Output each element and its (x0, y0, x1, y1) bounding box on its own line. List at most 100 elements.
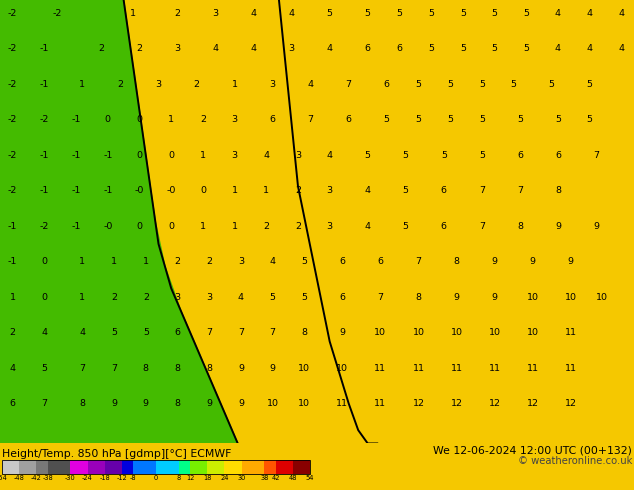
Text: 3: 3 (327, 186, 333, 195)
Text: 4: 4 (263, 151, 269, 160)
Text: 1: 1 (231, 221, 238, 231)
Text: 6: 6 (10, 399, 16, 408)
Text: 3: 3 (295, 151, 301, 160)
Text: 3: 3 (174, 44, 181, 53)
Text: 2: 2 (295, 186, 301, 195)
Text: 10: 10 (413, 328, 424, 337)
Text: 54: 54 (306, 475, 314, 481)
Text: 2: 2 (193, 80, 200, 89)
Text: 6: 6 (441, 186, 447, 195)
Text: 12: 12 (186, 475, 195, 481)
Text: 4: 4 (250, 9, 257, 18)
Text: -1: -1 (8, 257, 17, 266)
Text: 5: 5 (403, 151, 409, 160)
Bar (207, 460, 224, 474)
Text: 18: 18 (203, 475, 212, 481)
Text: 4: 4 (365, 186, 371, 195)
Bar (242, 460, 264, 474)
Text: -1: -1 (72, 151, 81, 160)
Text: 9: 9 (238, 364, 244, 372)
Bar (48, 460, 70, 474)
Text: 0: 0 (41, 293, 48, 302)
Text: 6: 6 (396, 44, 403, 53)
Text: 2: 2 (98, 44, 105, 53)
Text: 12: 12 (565, 399, 576, 408)
Text: 7: 7 (517, 186, 523, 195)
Text: 2: 2 (174, 257, 181, 266)
Text: 4: 4 (79, 328, 86, 337)
Text: 12: 12 (451, 399, 462, 408)
Text: 9: 9 (111, 399, 117, 408)
Bar (36, 460, 48, 474)
Text: 12: 12 (489, 399, 500, 408)
Text: 11: 11 (375, 364, 386, 372)
Text: 8: 8 (301, 328, 307, 337)
Text: 8: 8 (174, 364, 181, 372)
Bar (105, 460, 122, 474)
Text: 2: 2 (206, 257, 212, 266)
Text: We 12-06-2024 12:00 UTC (00+132): We 12-06-2024 12:00 UTC (00+132) (433, 445, 632, 456)
Text: 5: 5 (586, 115, 593, 124)
Bar (2, 460, 19, 474)
Text: 10: 10 (451, 328, 462, 337)
Text: 7: 7 (41, 399, 48, 408)
Text: Height/Temp. 850 hPa [gdmp][°C] ECMWF: Height/Temp. 850 hPa [gdmp][°C] ECMWF (2, 449, 231, 459)
Text: 5: 5 (491, 44, 498, 53)
Text: -1: -1 (40, 80, 49, 89)
Text: 4: 4 (365, 221, 371, 231)
Text: -2: -2 (8, 186, 17, 195)
Text: 6: 6 (365, 44, 371, 53)
Text: 0: 0 (168, 221, 174, 231)
Text: 9: 9 (491, 293, 498, 302)
Text: 3: 3 (212, 9, 219, 18)
Text: 1: 1 (200, 151, 206, 160)
Bar (224, 460, 242, 474)
Text: 4: 4 (327, 151, 333, 160)
Text: 0: 0 (105, 115, 111, 124)
Text: 2: 2 (143, 293, 149, 302)
Text: 5: 5 (460, 44, 466, 53)
Text: 10: 10 (299, 399, 310, 408)
Text: -8: -8 (130, 475, 136, 481)
Text: 8: 8 (415, 293, 422, 302)
Text: 5: 5 (479, 151, 485, 160)
Text: 0: 0 (41, 257, 48, 266)
Text: -2: -2 (8, 115, 17, 124)
Text: 6: 6 (346, 115, 352, 124)
Text: 5: 5 (365, 9, 371, 18)
Text: 4: 4 (288, 9, 295, 18)
Text: -1: -1 (40, 44, 49, 53)
Text: 7: 7 (377, 293, 384, 302)
Text: 5: 5 (479, 80, 485, 89)
Text: -0: -0 (135, 186, 144, 195)
Text: 9: 9 (555, 221, 561, 231)
Text: 24: 24 (220, 475, 229, 481)
Text: 8: 8 (517, 221, 523, 231)
Text: 11: 11 (413, 364, 424, 372)
Text: -2: -2 (8, 151, 17, 160)
Text: 5: 5 (441, 151, 447, 160)
Text: 10: 10 (267, 399, 278, 408)
Text: 11: 11 (565, 328, 576, 337)
Text: 4: 4 (586, 9, 593, 18)
Text: 2: 2 (295, 221, 301, 231)
Text: 7: 7 (79, 364, 86, 372)
Bar (122, 460, 133, 474)
Text: 2: 2 (111, 293, 117, 302)
Text: 1: 1 (143, 257, 149, 266)
Bar (293, 460, 310, 474)
Text: 10: 10 (527, 328, 538, 337)
Text: 10: 10 (337, 364, 348, 372)
Text: 5: 5 (479, 115, 485, 124)
Text: 5: 5 (41, 364, 48, 372)
Text: 6: 6 (384, 80, 390, 89)
Text: 11: 11 (565, 364, 576, 372)
Text: 4: 4 (586, 44, 593, 53)
Polygon shape (0, 0, 238, 443)
Text: 5: 5 (548, 80, 555, 89)
Text: 6: 6 (269, 115, 276, 124)
Text: 5: 5 (301, 293, 307, 302)
Bar (190, 460, 207, 474)
Text: 4: 4 (10, 364, 16, 372)
Text: 0: 0 (136, 221, 143, 231)
